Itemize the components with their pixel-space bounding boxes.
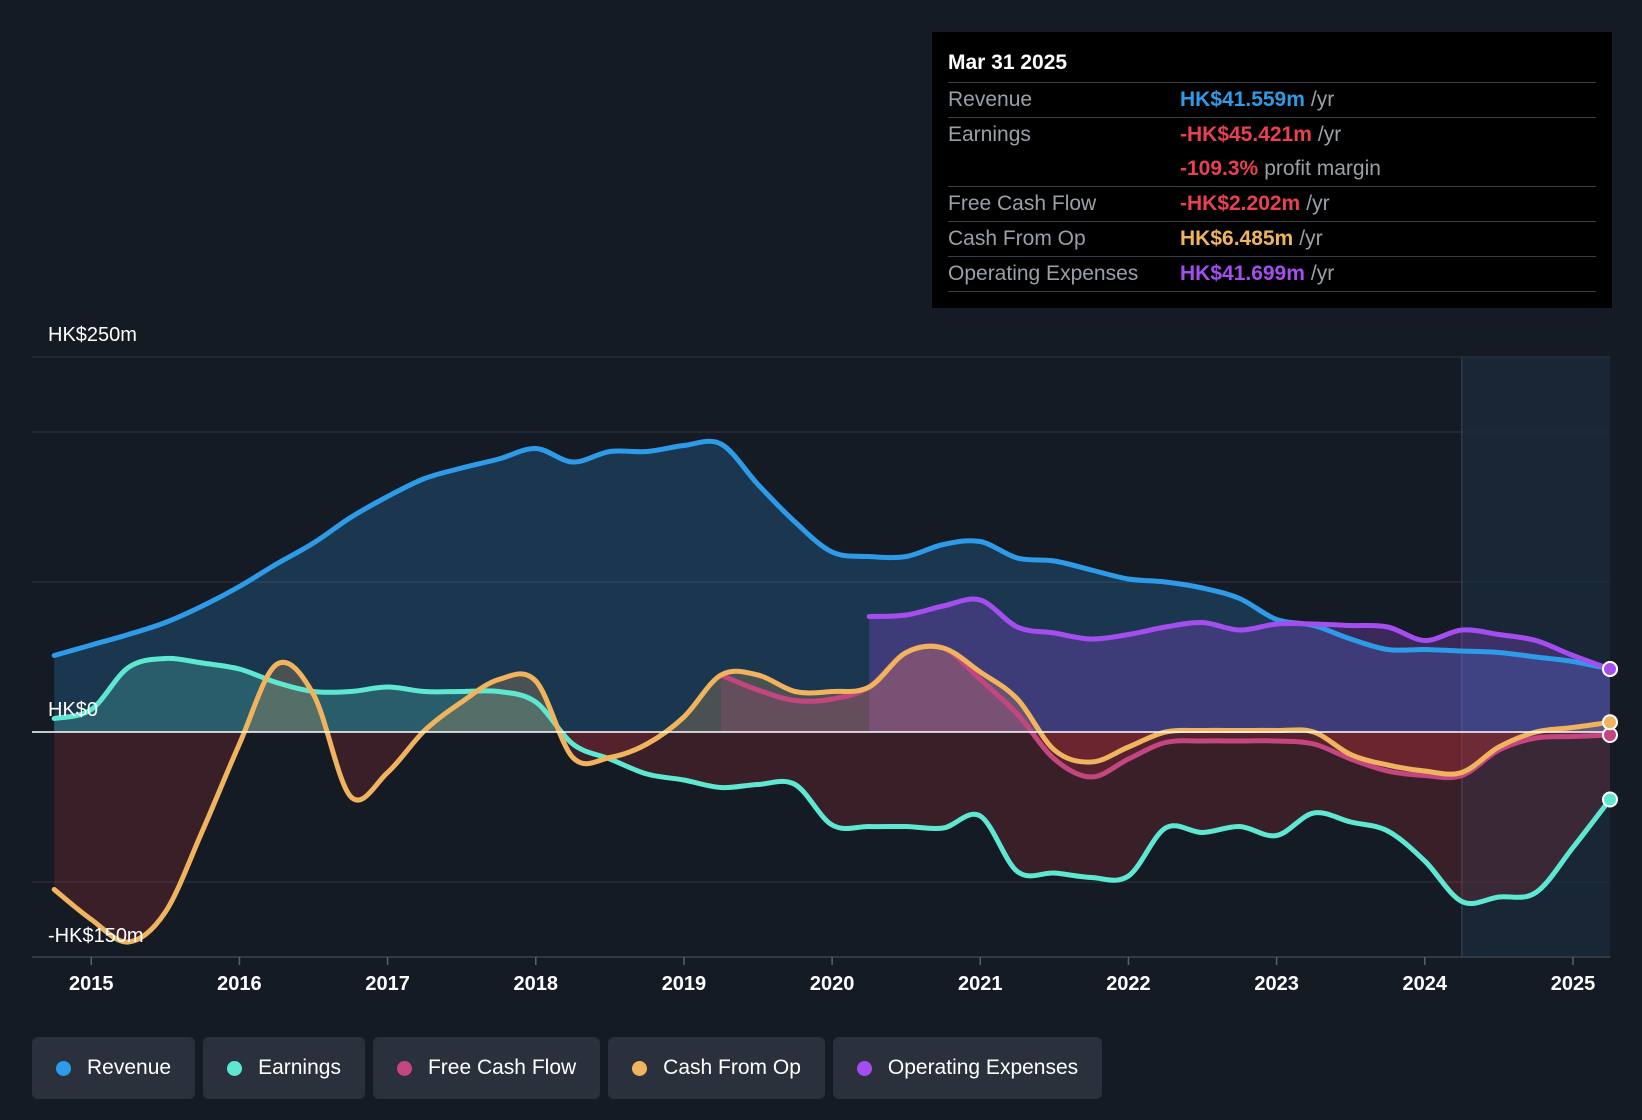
tooltip-value: HK$6.485m	[1180, 227, 1294, 250]
cash-from-op-line	[51, 643, 1613, 945]
x-tick-label: 2021	[958, 973, 1003, 995]
legend-label: Earnings	[258, 1056, 341, 1079]
x-tick-label: 2016	[217, 973, 262, 995]
free-cash-flow-area-positive	[721, 645, 1610, 732]
earnings-end-point	[1602, 791, 1618, 808]
series-end-points	[1602, 661, 1618, 808]
series-lines	[51, 438, 1613, 945]
tooltip-label: Earnings	[948, 123, 1031, 146]
x-tick-label: 2022	[1106, 973, 1151, 995]
tooltip-unit: profit margin	[1264, 157, 1381, 180]
tooltip-value: HK$41.699m	[1180, 262, 1305, 285]
legend-dot-icon	[856, 1060, 872, 1076]
tooltip-row-cfo: Cash From Op HK$6.485m/yr	[948, 222, 1596, 257]
tooltip-label: Operating Expenses	[948, 262, 1139, 285]
operating-expenses-end-point	[1602, 661, 1618, 677]
tooltip-value: -109.3%	[1180, 157, 1259, 180]
tooltip-value: -HK$2.202m	[1180, 192, 1301, 215]
y-axis-label: HK$0	[48, 699, 98, 721]
y-axis-label: -HK$150m	[48, 925, 144, 947]
x-tick-label: 2025	[1551, 973, 1596, 995]
operating-expenses-area-positive	[869, 599, 1610, 732]
tooltip-row-opex: Operating Expenses HK$41.699m/yr	[948, 257, 1596, 292]
tooltip-date: Mar 31 2025	[948, 46, 1596, 83]
revenue-area-positive	[54, 441, 1611, 732]
cash-from-op-area-positive	[54, 646, 1610, 732]
tooltip-row-revenue: Revenue HK$41.559m/yr	[948, 83, 1596, 118]
cash-from-op-end-point	[1602, 714, 1618, 731]
tooltip-panel: Mar 31 2025 Revenue HK$41.559m/yr Earning…	[932, 32, 1612, 308]
legend-item-earnings[interactable]: Earnings	[203, 1037, 365, 1099]
legend-dot-icon	[632, 1060, 648, 1076]
x-tick-label: 2019	[662, 973, 707, 995]
x-tick-label: 2023	[1254, 973, 1299, 995]
x-tick-label: 2015	[69, 973, 114, 995]
legend-dot-icon	[396, 1060, 412, 1076]
tooltip-value: -HK$45.421m	[1180, 123, 1312, 146]
cash-from-op-area-negative	[54, 732, 1610, 943]
legend-item-free-cash-flow[interactable]: Free Cash Flow	[372, 1037, 601, 1099]
tooltip-unit: /yr	[1310, 262, 1335, 285]
legend-item-revenue[interactable]: Revenue	[32, 1037, 196, 1099]
y-axis-labels: HK$250m HK$0 -HK$150m	[48, 324, 144, 947]
legend: Revenue Earnings Free Cash Flow Cash Fro…	[32, 1037, 1103, 1099]
tooltip-unit: /yr	[1299, 227, 1323, 250]
x-tick-label: 2020	[810, 973, 855, 995]
tooltip-label: Revenue	[948, 88, 1033, 111]
earnings-area-negative	[54, 732, 1610, 904]
legend-item-operating-expenses[interactable]: Operating Expenses	[832, 1037, 1103, 1099]
tooltip-label: Free Cash Flow	[948, 192, 1097, 215]
x-tick-label: 2024	[1403, 973, 1448, 995]
revenue-line	[51, 438, 1613, 672]
legend-label: Revenue	[87, 1056, 172, 1079]
operating-expenses-line	[866, 596, 1613, 672]
tooltip-value: HK$41.559m	[1180, 88, 1305, 111]
legend-dot-icon	[227, 1060, 243, 1076]
tooltip-unit: /yr	[1317, 123, 1342, 146]
tooltip-row-earnings: Earnings -HK$45.421m/yr -109.3% profit mar…	[948, 118, 1596, 187]
legend-dot-icon	[56, 1060, 71, 1076]
tooltip-unit: /yr	[1306, 192, 1330, 215]
tooltip-label: Cash From Op	[948, 227, 1086, 250]
legend-label: Operating Expenses	[887, 1056, 1079, 1079]
legend-label: Cash From Op	[663, 1056, 801, 1079]
x-axis: 2015 2016 2017 2018 2019 2020 2021 2022 2023 2024…	[32, 956, 1610, 995]
y-axis-label: HK$250m	[48, 324, 137, 346]
legend-label: Free Cash Flow	[427, 1056, 577, 1079]
tooltip-label	[948, 152, 1180, 186]
tooltip-unit: /yr	[1310, 88, 1335, 111]
x-tick-label: 2017	[365, 973, 410, 995]
tooltip-row-fcf: Free Cash Flow -HK$2.202m/yr	[948, 187, 1596, 222]
x-tick-label: 2018	[514, 973, 559, 995]
legend-item-cash-from-op[interactable]: Cash From Op	[608, 1037, 825, 1099]
